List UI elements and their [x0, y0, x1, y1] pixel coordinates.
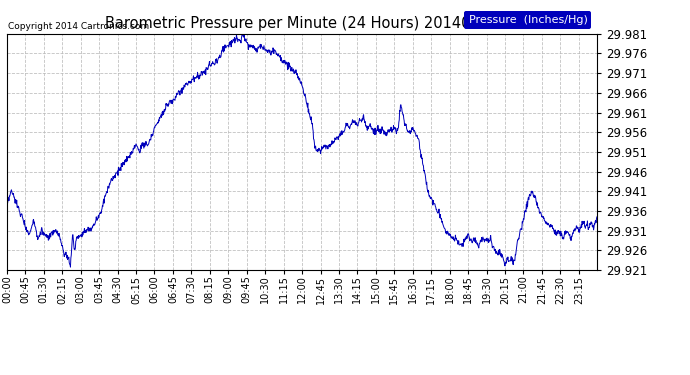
Title: Barometric Pressure per Minute (24 Hours) 20140804: Barometric Pressure per Minute (24 Hours…: [105, 16, 499, 31]
Text: Copyright 2014 Cartronics.com: Copyright 2014 Cartronics.com: [8, 22, 149, 32]
Legend: Pressure  (Inches/Hg): Pressure (Inches/Hg): [464, 11, 591, 29]
